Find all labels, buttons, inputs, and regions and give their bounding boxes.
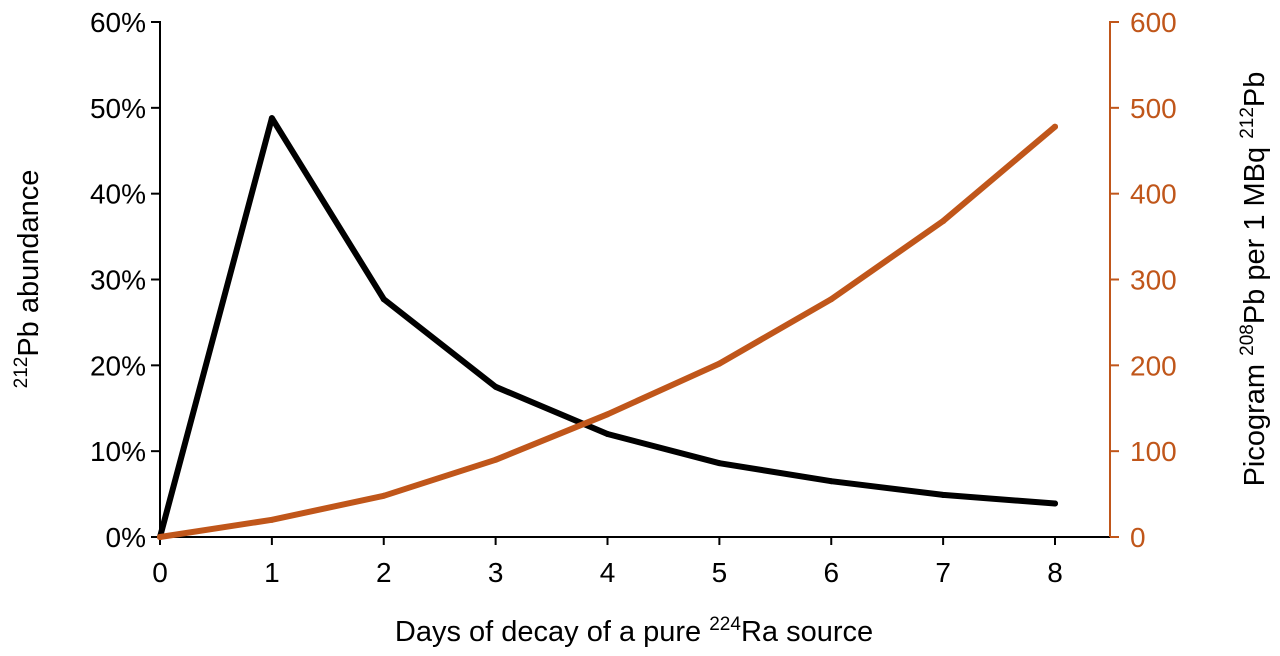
x-tick-label: 3 [488, 557, 504, 588]
y-right-tick-label: 600 [1130, 7, 1177, 38]
x-axis-title-prefix: Days of decay of a pure [395, 616, 709, 648]
data-point-right-axis [940, 218, 947, 225]
data-point-left-axis [380, 296, 387, 303]
data-point-left-axis [604, 431, 611, 437]
y-right-tick-label: 100 [1130, 436, 1177, 467]
y-left-tick-label: 40% [90, 179, 146, 210]
y-right-tick-label: 500 [1130, 93, 1177, 124]
y-right-axis-title-suffix: Pb [1239, 72, 1271, 107]
y-right-axis-title: Picogram 208Pb per 1 MBq 212Pb [1237, 72, 1271, 487]
y-left-axis-title-superscript: 212 [11, 357, 32, 389]
data-point-left-axis [828, 478, 835, 485]
y-left-tick-label: 20% [90, 350, 146, 381]
y-right-axis-title-prefix: Picogram [1239, 356, 1271, 487]
data-point-right-axis [828, 296, 835, 303]
y-left-tick-label: 30% [90, 265, 146, 296]
data-point-right-axis [604, 411, 611, 418]
x-tick-label: 5 [712, 557, 728, 588]
x-tick-label: 2 [376, 557, 392, 588]
x-tick-label: 4 [600, 557, 616, 588]
y-right-tick-label: 0 [1130, 522, 1146, 553]
x-axis-title-suffix: Ra source [741, 616, 873, 648]
y-left-tick-label: 0% [106, 522, 146, 553]
x-tick-label: 8 [1047, 557, 1063, 588]
y-right-tick-label: 400 [1130, 179, 1177, 210]
y-right-tick-label: 200 [1130, 350, 1177, 381]
data-point-right-axis [1052, 123, 1058, 130]
series-line-right-axis [157, 123, 1058, 540]
y-right-axis-title-middle: Pb per 1 MBq [1239, 139, 1271, 324]
y-right-axis-title-superscript-2: 212 [1237, 107, 1258, 139]
axes-layer: 0% 10% 20% 30% 40% 50% 60% 0 100 200 300 400 500 600 0… [90, 7, 1177, 588]
data-point-right-axis [716, 360, 723, 367]
lines-layer [157, 115, 1058, 540]
data-point-right-axis [492, 456, 499, 463]
data-point-left-axis [1052, 500, 1058, 507]
y-left-tick-label: 10% [90, 436, 146, 467]
data-point-left-axis [268, 115, 275, 122]
y-left-tick-label: 60% [90, 7, 146, 38]
y-left-tick-label: 50% [90, 93, 146, 124]
data-point-right-axis [268, 516, 275, 523]
series-line-left-axis [157, 115, 1058, 540]
data-point-right-axis [380, 492, 387, 499]
x-axis-title-superscript: 224 [709, 614, 741, 635]
x-tick-label: 6 [823, 557, 839, 588]
data-point-left-axis [492, 383, 499, 390]
x-tick-label: 7 [935, 557, 951, 588]
x-tick-label: 1 [264, 557, 280, 588]
data-point-left-axis [716, 460, 723, 467]
y-left-axis-title: 212Pb abundance [11, 170, 45, 389]
x-axis-title: Days of decay of a pure 224Ra source [395, 614, 873, 648]
x-tick-label: 0 [152, 557, 168, 588]
y-left-axis-title-text: Pb abundance [13, 170, 45, 357]
y-right-axis-title-superscript-1: 208 [1237, 324, 1258, 356]
data-point-left-axis [940, 491, 947, 498]
y-right-tick-label: 300 [1130, 265, 1177, 296]
data-point-right-axis [157, 534, 163, 540]
